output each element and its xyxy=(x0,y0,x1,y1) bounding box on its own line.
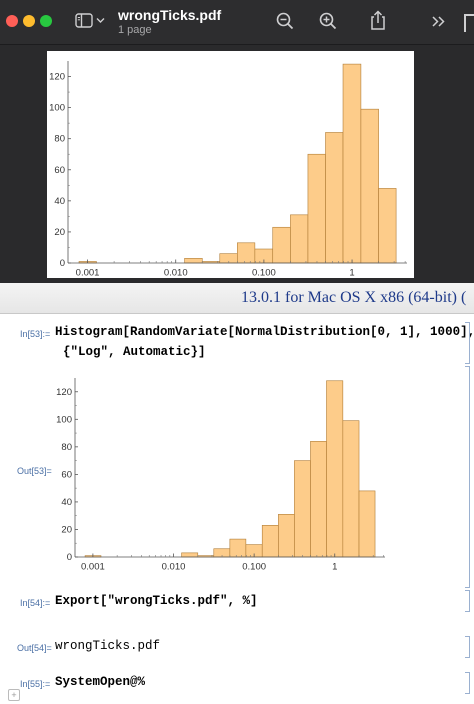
histogram-bar xyxy=(307,153,326,264)
cell-bracket-out54[interactable] xyxy=(465,636,470,658)
out53-label: Out[53]= xyxy=(17,466,52,476)
histogram-bar xyxy=(310,441,327,558)
pdf-page: 0 20 40 60 80 100 120 0.001 0.010 0.100 1 xyxy=(47,51,414,279)
y-tick-label: 40 xyxy=(61,497,72,508)
x-tick-label: 1 xyxy=(332,562,337,573)
y-tick-label: 120 xyxy=(56,387,72,398)
add-cell-icon[interactable]: + xyxy=(8,689,20,701)
x-tick-label: 0.001 xyxy=(76,268,100,279)
in54-code[interactable]: Export["wrongTicks.pdf", %] xyxy=(55,594,258,608)
sidebar-toggle-icon[interactable] xyxy=(75,13,93,28)
histogram-bar xyxy=(342,63,362,264)
y-tick-label: 20 xyxy=(61,524,72,535)
histogram-bar xyxy=(358,490,376,558)
histogram-chart-notebook: 0 20 40 60 80 100 120 0.001 0.010 0.100 1 xyxy=(56,378,385,573)
y-tick-label: 60 xyxy=(61,469,72,480)
version-text: 13.0.1 for Mac OS X x86 (64-bit) ( xyxy=(241,289,467,306)
y-tick-label: 20 xyxy=(54,227,65,238)
cell-bracket-in55[interactable] xyxy=(465,672,470,694)
x-tick-label: 1 xyxy=(349,268,354,279)
histogram-bar xyxy=(237,242,256,264)
in54-label: In[54]:= xyxy=(20,598,51,608)
cell-bracket-in53[interactable] xyxy=(465,322,470,364)
y-tick-label: 120 xyxy=(49,72,65,83)
histogram-bar xyxy=(278,514,295,558)
out54-value: wrongTicks.pdf xyxy=(55,639,161,653)
minimize-window-button[interactable] xyxy=(23,15,35,27)
document-view[interactable]: 0 20 40 60 80 100 120 0.001 0.010 0.100 1 xyxy=(0,45,474,283)
histogram-bar xyxy=(184,258,203,264)
y-tick-label: 100 xyxy=(56,414,72,425)
more-icon[interactable] xyxy=(432,16,446,27)
share-icon[interactable] xyxy=(370,10,386,31)
zoom-window-button[interactable] xyxy=(40,15,52,27)
x-tick-label: 0.010 xyxy=(164,268,188,279)
chevron-down-icon[interactable] xyxy=(96,17,105,24)
y-tick-label: 40 xyxy=(54,196,65,207)
y-tick-label: 80 xyxy=(61,442,72,453)
version-banner: 13.0.1 for Mac OS X x86 (64-bit) ( xyxy=(0,283,474,314)
histogram-bar xyxy=(181,552,199,558)
in55-label: In[55]:= xyxy=(20,679,51,689)
x-tick-label: 0.001 xyxy=(81,562,105,573)
notebook-window: 13.0.1 for Mac OS X x86 (64-bit) ( xyxy=(0,283,474,704)
histogram-bar xyxy=(342,420,360,558)
title-bar: wrongTicks.pdf 1 page xyxy=(0,0,474,45)
x-tick-label: 0.010 xyxy=(162,562,186,573)
histogram-bar xyxy=(326,380,344,558)
document-page-count: 1 page xyxy=(118,24,152,36)
y-tick-label: 80 xyxy=(54,134,65,145)
histogram-bar xyxy=(360,108,379,264)
y-tick-label: 60 xyxy=(54,165,65,176)
document-title: wrongTicks.pdf xyxy=(118,7,222,23)
histogram-bar xyxy=(272,226,291,264)
zoom-out-icon[interactable] xyxy=(276,12,294,30)
y-tick-label: 100 xyxy=(49,103,65,114)
histogram-bar xyxy=(378,188,397,264)
in53-code-line1[interactable]: Histogram[RandomVariate[NormalDistributi… xyxy=(55,325,474,339)
histogram-bar xyxy=(229,538,247,558)
x-tick-label: 0.100 xyxy=(252,268,276,279)
y-tick-label: 0 xyxy=(60,258,65,269)
histogram-bar xyxy=(261,525,279,558)
histogram-bar xyxy=(294,460,311,558)
x-tick-label: 0.100 xyxy=(242,562,266,573)
histogram-bar xyxy=(325,132,344,264)
out54-label: Out[54]= xyxy=(17,643,52,653)
histogram-chart-pdf: 0 20 40 60 80 100 120 0.001 0.010 0.100 1 xyxy=(49,61,407,279)
toolbar-overflow-icon[interactable] xyxy=(464,14,474,32)
cell-bracket-in54[interactable] xyxy=(465,590,470,612)
close-window-button[interactable] xyxy=(6,15,18,27)
in53-code-line2[interactable]: {"Log", Automatic}] xyxy=(63,345,206,359)
in53-label: In[53]:= xyxy=(20,329,51,339)
zoom-in-icon[interactable] xyxy=(319,12,337,30)
preview-window: wrongTicks.pdf 1 page 0 20 40 60 80 100 120 0.0… xyxy=(0,0,474,283)
histogram-bar xyxy=(290,214,309,264)
in55-code[interactable]: SystemOpen@% xyxy=(55,675,146,689)
cell-bracket-out53[interactable] xyxy=(465,366,470,588)
y-tick-label: 0 xyxy=(67,552,72,563)
